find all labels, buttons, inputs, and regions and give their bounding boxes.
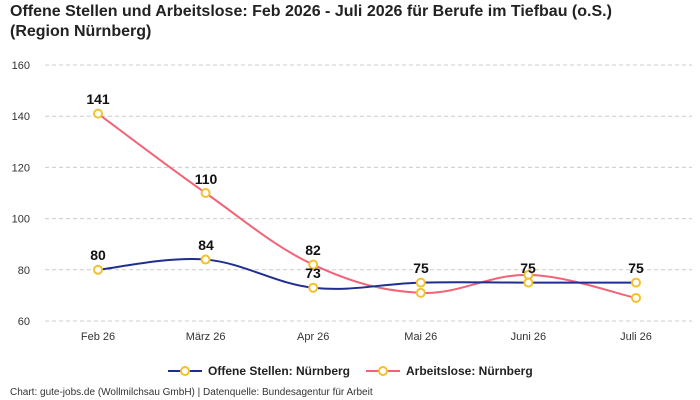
legend-label: Offene Stellen: Nürnberg — [208, 364, 350, 378]
x-tick-label: Feb 26 — [81, 331, 115, 343]
data-label: 84 — [198, 237, 214, 253]
point-offene-stellen[interactable] — [93, 264, 103, 275]
data-label: 75 — [520, 260, 536, 276]
data-labels: 141 80 110 84 82 73 75 75 75 — [86, 91, 644, 281]
point-offene-stellen[interactable] — [631, 277, 641, 288]
point-arbeitslose[interactable] — [415, 287, 426, 298]
legend: Offene Stellen: Nürnberg Arbeitslose: Nür… — [168, 364, 533, 378]
data-label: 110 — [195, 171, 218, 187]
x-axis-ticks: Feb 26 März 26 Apr 26 Mai 26 Juni 26 Juli 26 — [81, 331, 652, 343]
point-offene-stellen[interactable] — [200, 254, 211, 265]
y-tick-label: 60 — [18, 316, 30, 328]
legend-swatch-marker — [378, 366, 388, 376]
x-tick-label: Mai 26 — [404, 331, 437, 343]
x-tick-label: Juli 26 — [620, 331, 652, 343]
data-label: 82 — [305, 242, 321, 258]
data-label: 75 — [628, 260, 644, 276]
data-label: 75 — [413, 260, 429, 276]
y-tick-label: 160 — [12, 60, 30, 72]
point-arbeitslose[interactable] — [93, 108, 103, 119]
point-offene-stellen[interactable] — [415, 277, 426, 288]
legend-label: Arbeitslose: Nürnberg — [406, 364, 533, 378]
series-line-arbeitslose — [97, 112, 637, 299]
chart-title-line-2: (Region Nürnberg) — [10, 23, 152, 40]
series-markers — [93, 108, 641, 303]
y-tick-label: 120 — [12, 162, 30, 174]
legend-swatch-marker — [180, 366, 190, 376]
point-arbeitslose[interactable] — [308, 259, 319, 270]
y-tick-label: 80 — [18, 265, 30, 277]
chart-title: Offene Stellen und Arbeitslose: Feb 2026… — [10, 2, 690, 42]
chart-title-line-1: Offene Stellen und Arbeitslose: Feb 2026… — [10, 3, 612, 20]
y-tick-label: 140 — [12, 111, 30, 123]
data-label: 141 — [86, 91, 110, 107]
y-tick-label: 100 — [12, 214, 30, 226]
series-line-offene-stellen — [97, 258, 636, 290]
y-axis-ticks: 60 80 100 120 140 160 — [12, 60, 30, 328]
point-arbeitslose[interactable] — [631, 292, 641, 303]
point-offene-stellen[interactable] — [523, 277, 534, 288]
data-label: 73 — [305, 265, 321, 281]
series-lines — [97, 112, 637, 299]
x-tick-label: Juni 26 — [511, 331, 546, 343]
point-offene-stellen[interactable] — [308, 282, 319, 293]
legend-item-offene-stellen[interactable]: Offene Stellen: Nürnberg — [168, 364, 350, 378]
legend-item-arbeitslose[interactable]: Arbeitslose: Nürnberg — [366, 364, 533, 378]
data-label: 80 — [90, 247, 106, 263]
source-footer: Chart: gute-jobs.de (Wollmilchsau GmbH) … — [10, 387, 373, 398]
grid-lines — [45, 64, 692, 322]
x-tick-label: März 26 — [186, 331, 226, 343]
point-arbeitslose[interactable] — [200, 188, 211, 198]
x-tick-label: Apr 26 — [297, 331, 329, 343]
